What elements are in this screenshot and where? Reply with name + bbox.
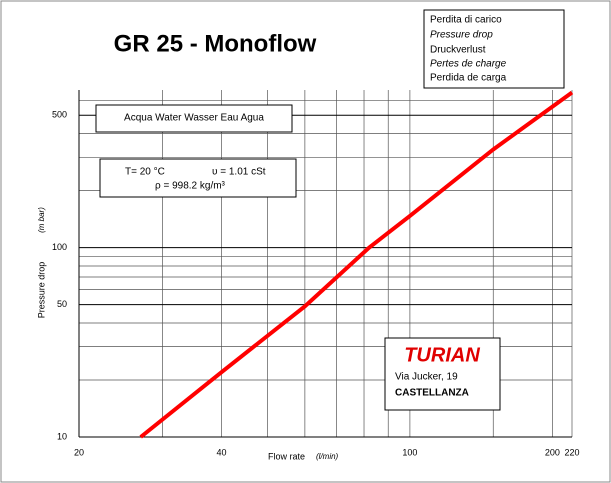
condition-text: υ = 1.01 cSt <box>212 167 266 178</box>
conditions-box: T= 20 °C υ = 1.01 cSt ρ = 998.2 kg/m³ <box>99 158 297 198</box>
y-axis-label: Pressure drop <box>36 262 46 319</box>
x-tick-label: 40 <box>217 447 227 457</box>
address: Via Jucker, 19 <box>395 372 458 383</box>
y-tick-label: 100 <box>52 242 67 252</box>
legend-frame <box>423 9 565 89</box>
y-tick-label: 50 <box>57 299 67 309</box>
x-axis-label: Flow rate <box>268 451 305 461</box>
fluid-text: Acqua Water Wasser Eau Agua <box>124 113 264 124</box>
brand: TURIAN <box>404 344 480 366</box>
y-tick-label: 10 <box>57 431 67 441</box>
y-axis-unit: (m bar) <box>37 207 46 233</box>
data-line <box>139 90 574 439</box>
condition-text: ρ = 998.2 kg/m³ <box>155 181 226 192</box>
y-tick-label: 500 <box>52 110 67 120</box>
brand-box: TURIAN Via Jucker, 19 CASTELLANZA <box>384 337 501 411</box>
legend-text: Pertes de charge <box>430 59 507 70</box>
conditions-frame <box>99 158 297 198</box>
legend-text: Pressure drop <box>430 30 493 41</box>
address: CASTELLANZA <box>395 388 469 399</box>
legend-text: Druckverlust <box>430 45 486 56</box>
chart-title: GR 25 - Monoflow <box>114 30 317 57</box>
x-axis-unit: (l/min) <box>316 452 339 461</box>
x-tick-label: 20 <box>74 447 84 457</box>
legend-text: Perdita di carico <box>430 15 502 26</box>
legend-box: Perdita di carico Pressure drop Druckver… <box>423 9 565 89</box>
legend-text: Perdida de carga <box>430 73 507 84</box>
condition-text: T= 20 °C <box>125 167 165 178</box>
x-tick-label: 100 <box>402 447 417 457</box>
fluid-box: Acqua Water Wasser Eau Agua <box>95 104 293 133</box>
brand-frame <box>384 337 501 411</box>
x-tick-label: 200 <box>545 447 560 457</box>
x-tick-label: 220 <box>564 447 579 457</box>
fluid-frame <box>95 104 293 133</box>
